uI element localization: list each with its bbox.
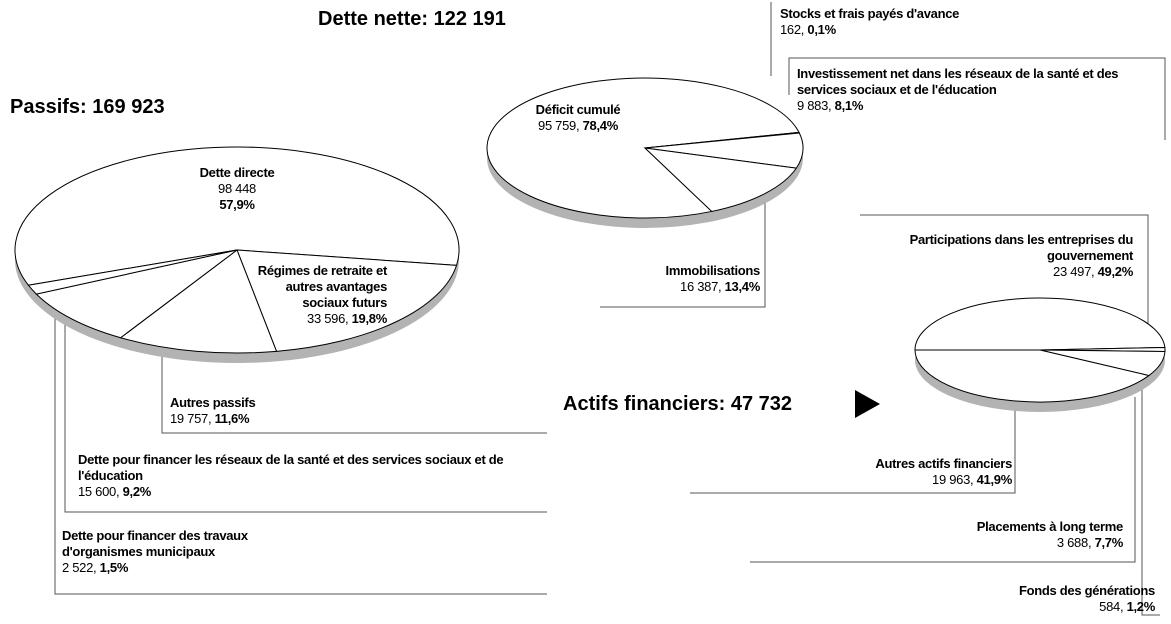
pie [914, 297, 1166, 412]
leader-line [690, 372, 1016, 494]
leader-line [750, 397, 1136, 563]
pie-slice [914, 349, 1151, 403]
percent-label: 8,1% [834, 98, 864, 113]
category-label: Régimes de retraite et autres avantages … [257, 263, 388, 310]
pie-title: Passifs: 169 923 [10, 96, 165, 118]
slice-label: Régimes de retraite et autres avantages … [245, 263, 388, 327]
category-label: Dette pour financer les réseaux de la sa… [78, 452, 504, 483]
percent-label: 78,4% [582, 118, 619, 133]
value-label: 162 [780, 22, 807, 37]
value-label: 9 883 [797, 98, 835, 113]
arrow [855, 390, 880, 418]
slice-label: Dette pour financer des travaux d'organi… [62, 528, 322, 576]
value-label: 33 596 [307, 311, 352, 326]
slice-label: Investissement net dans les réseaux de l… [797, 66, 1167, 114]
percent-label: 49,2% [1097, 264, 1134, 279]
category-label: Participations dans les entreprises du g… [909, 232, 1134, 263]
pie-slice [119, 249, 278, 354]
slice-label: Participations dans les entreprises du g… [860, 232, 1134, 280]
pie [486, 77, 804, 228]
pie-slice [914, 297, 1166, 351]
value-label: 3 688 [1057, 535, 1095, 550]
value-label: 2 522 [62, 560, 100, 575]
category-label: Autres passifs [170, 395, 256, 410]
value-label: 15 600 [78, 484, 123, 499]
pie-slice [643, 147, 798, 212]
leader-line [600, 180, 766, 308]
category-label: Immobilisations [665, 263, 761, 278]
percent-label: 7,7% [1094, 535, 1124, 550]
slice-label: Stocks et frais payés d'avance1620,1% [780, 6, 1080, 38]
leader-line [54, 305, 547, 595]
pie-slice [14, 146, 460, 286]
slice-label: Fonds des générations5841,2% [900, 583, 1155, 615]
leader-line [161, 352, 547, 434]
category-label: Placements à long terme [976, 519, 1124, 534]
pie-slice [236, 249, 458, 352]
category-label: Déficit cumulé [535, 102, 621, 117]
percent-label: 9,2% [122, 484, 152, 499]
pie-slice [35, 249, 238, 339]
category-label: Fonds des générations [1018, 583, 1155, 598]
value-label: 98 448 [218, 181, 256, 196]
leader-line [788, 57, 1166, 140]
slice-label: Dette pour financer les réseaux de la sa… [78, 452, 518, 500]
value-label: 584 [1099, 599, 1126, 614]
pie-title: Dette nette: 122 191 [318, 8, 506, 30]
pie-slice [27, 249, 238, 295]
value-label: 19 963 [932, 472, 977, 487]
percent-label: 0,1% [807, 22, 836, 37]
pie-title: Actifs financiers: 47 732 [563, 393, 792, 415]
percent-label: 1,2% [1126, 599, 1156, 614]
category-label: Autres actifs financiers [875, 456, 1012, 471]
value-label: 16 387 [680, 279, 725, 294]
percent-label: 13,4% [724, 279, 761, 294]
percent-label: 1,5% [99, 560, 129, 575]
category-label: Dette directe [199, 165, 275, 180]
value-label: 19 757 [170, 411, 215, 426]
value-label: 95 759 [538, 118, 583, 133]
value-label: 23 497 [1053, 264, 1098, 279]
leader-line [1141, 380, 1160, 616]
leader-line [860, 214, 1149, 362]
pie-slice [486, 77, 800, 219]
percent-label: 11,6% [214, 411, 250, 426]
percent-label: 19,8% [351, 311, 388, 326]
percent-label: 57,9% [219, 197, 255, 212]
category-label: Dette pour financer des travaux d'organi… [62, 528, 248, 559]
slice-label: Dette directe 98 448 57,9% [157, 165, 317, 213]
leader-line [64, 312, 547, 513]
leader-lines [54, 2, 1166, 616]
category-label: Stocks et frais payés d'avance [780, 6, 960, 21]
pie [14, 146, 460, 363]
percent-label: 41,9% [976, 472, 1013, 487]
category-label: Investissement net dans les réseaux de l… [797, 66, 1119, 97]
